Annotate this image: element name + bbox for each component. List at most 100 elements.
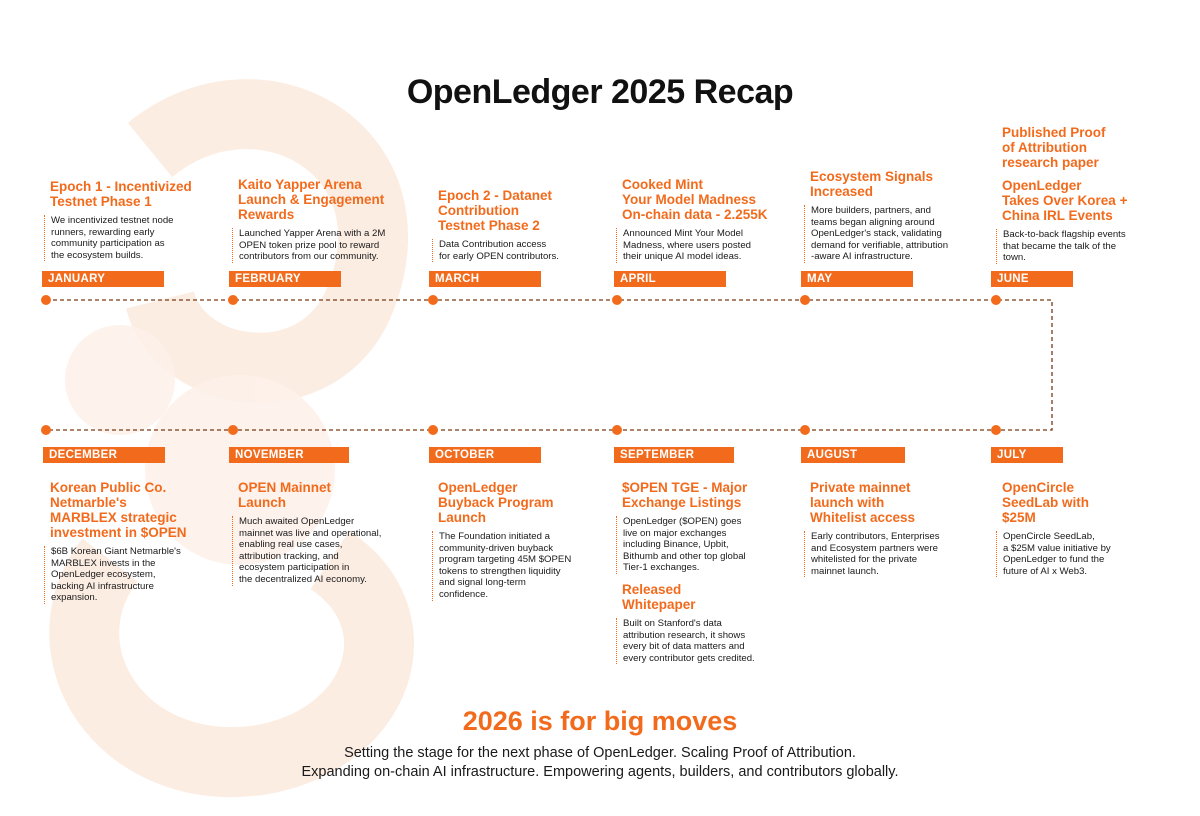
heading-line: Contribution bbox=[438, 203, 519, 218]
timeline-dot bbox=[991, 425, 1001, 435]
heading-line: Whitepaper bbox=[622, 596, 696, 612]
heading-line: OpenLedger bbox=[438, 480, 518, 495]
description-line: The Foundation initiated a bbox=[439, 531, 550, 542]
heading-line: SeedLab with bbox=[1002, 495, 1090, 510]
description-line: runners, rewarding early bbox=[51, 226, 155, 238]
event-heading: $OPEN TGE - Major Exchange Listings bbox=[614, 480, 799, 510]
event-heading: Private mainnet launch with Whitelist ac… bbox=[802, 480, 982, 525]
description-line: OpenLedger ecosystem, bbox=[51, 569, 156, 581]
event-december: Korean Public Co. Netmarble's MARBLEX st… bbox=[42, 480, 222, 604]
heading-line: Cooked Mint bbox=[622, 177, 703, 192]
month-label-june: JUNE bbox=[991, 271, 1073, 287]
description-line: the decentralized AI economy. bbox=[239, 573, 367, 585]
description-line: community-driven buyback bbox=[439, 542, 554, 554]
heading-line: Epoch 2 - Datanet bbox=[438, 188, 553, 203]
description-line: that became the talk of the bbox=[1003, 240, 1117, 252]
description-line: Madness, where users posted bbox=[623, 239, 751, 251]
description-line: Back-to-back flagship events bbox=[1003, 229, 1126, 240]
heading-line: Buyback Program bbox=[438, 495, 554, 510]
heading-line: Kaito Yapper Arena bbox=[238, 177, 362, 192]
month-label-may: MAY bbox=[801, 271, 913, 287]
footer-description: Setting the stage for the next phase of … bbox=[0, 744, 1200, 782]
description-line: MARBLEX invests in the bbox=[51, 557, 156, 569]
heading-line: of Attribution bbox=[1002, 140, 1087, 155]
timeline-dot bbox=[41, 295, 51, 305]
event-description: OpenCircle SeedLab, a $25M value initiat… bbox=[996, 531, 1174, 578]
description-line: and signal long-term bbox=[439, 577, 526, 589]
footer-title: 2026 is for big moves bbox=[462, 706, 738, 736]
event-june: Published Proof of Attribution research … bbox=[994, 125, 1184, 264]
event-july: OpenCircle SeedLab with $25M OpenCircle … bbox=[994, 480, 1174, 578]
event-february: Kaito Yapper Arena Launch & Engagement R… bbox=[230, 177, 415, 263]
event-may: Ecosystem Signals Increased More builder… bbox=[802, 169, 982, 263]
description-line: town. bbox=[1003, 252, 1026, 264]
event-description: The Foundation initiated a community-dri… bbox=[432, 531, 615, 601]
event-heading: OpenLedger Buyback Program Launch bbox=[430, 480, 615, 525]
timeline-dot bbox=[991, 295, 1001, 305]
timeline-dot bbox=[612, 295, 622, 305]
heading-line: Launch & Engagement bbox=[238, 192, 385, 207]
description-line: whitelisted for the private bbox=[811, 554, 918, 566]
event-description: We incentivized testnet node runners, re… bbox=[44, 215, 214, 262]
heading-line: Launch bbox=[238, 495, 287, 510]
event-description-secondary: Built on Stanford's data attribution res… bbox=[616, 617, 799, 665]
event-heading: Ecosystem Signals Increased bbox=[802, 169, 982, 199]
month-label-december: DECEMBER bbox=[43, 447, 165, 463]
description-line: a $25M value initiative by bbox=[1003, 542, 1111, 554]
event-heading-secondary: Released Whitepaper bbox=[614, 582, 799, 612]
event-heading: Korean Public Co. Netmarble's MARBLEX st… bbox=[42, 480, 222, 540]
heading-line: Epoch 1 - Incentivized bbox=[50, 179, 192, 194]
description-line: confidence. bbox=[439, 588, 489, 600]
description-line: We incentivized testnet node bbox=[51, 215, 174, 226]
description-line: OpenLedger to fund the bbox=[1003, 554, 1105, 566]
month-label-august: AUGUST bbox=[801, 447, 905, 463]
heading-line: $25M bbox=[1002, 510, 1036, 525]
timeline-dot bbox=[800, 295, 810, 305]
footer-line: Expanding on-chain AI infrastructure. Em… bbox=[301, 764, 899, 780]
heading-line: OpenLedger bbox=[1002, 178, 1082, 193]
description-line: attribution tracking, and bbox=[239, 550, 339, 562]
event-heading: Epoch 2 - Datanet Contribution Testnet P… bbox=[430, 188, 602, 233]
timeline-dot bbox=[428, 295, 438, 305]
event-october: OpenLedger Buyback Program Launch The Fo… bbox=[430, 480, 615, 601]
description-line: Early contributors, Enterprises bbox=[811, 531, 940, 542]
event-description: Early contributors, Enterprises and Ecos… bbox=[804, 531, 982, 578]
month-label-july: JULY bbox=[991, 447, 1063, 463]
description-line: tokens to strengthen liquidity bbox=[439, 565, 561, 577]
event-description: Announced Mint Your Model Madness, where… bbox=[616, 228, 794, 263]
event-heading: OPEN Mainnet Launch bbox=[230, 480, 420, 510]
description-line: mainnet was live and operational, bbox=[239, 527, 382, 539]
heading-line: Korean Public Co. bbox=[50, 480, 167, 495]
event-november: OPEN Mainnet Launch Much awaited OpenLed… bbox=[230, 480, 420, 586]
month-label-march: MARCH bbox=[429, 271, 541, 287]
description-line: their unique AI model ideas. bbox=[623, 251, 742, 263]
event-heading: Published Proof of Attribution research … bbox=[994, 125, 1184, 170]
timeline-dot bbox=[800, 425, 810, 435]
heading-line: Published Proof bbox=[1002, 125, 1106, 140]
event-september: $OPEN TGE - Major Exchange Listings Open… bbox=[614, 480, 799, 665]
heading-line: OPEN Mainnet bbox=[238, 480, 332, 495]
heading-line: $OPEN TGE - Major bbox=[622, 480, 748, 495]
description-line: program targeting 45M $OPEN bbox=[439, 554, 572, 566]
timeline-dot bbox=[228, 425, 238, 435]
timeline-dot bbox=[228, 295, 238, 305]
timeline-dot bbox=[428, 425, 438, 435]
description-line: Launched Yapper Arena with a 2M bbox=[239, 228, 386, 239]
heading-line: On-chain data - 2.255K bbox=[622, 207, 768, 222]
heading-line: Launch bbox=[438, 510, 487, 525]
month-label-november: NOVEMBER bbox=[229, 447, 349, 463]
description-line: More builders, partners, and bbox=[811, 205, 931, 216]
event-description: OpenLedger ($OPEN) goes live on major ex… bbox=[616, 516, 799, 574]
description-line: expansion. bbox=[51, 592, 98, 604]
description-line: OpenCircle SeedLab, bbox=[1003, 531, 1095, 542]
event-january: Epoch 1 - Incentivized Testnet Phase 1 W… bbox=[42, 179, 214, 262]
description-line: Tier-1 exchanges. bbox=[623, 562, 700, 574]
heading-line: investment in $OPEN bbox=[50, 525, 187, 540]
description-line: backing AI infrastructure bbox=[51, 580, 154, 592]
heading-line: Exchange Listings bbox=[622, 495, 742, 510]
heading-line: MARBLEX strategic bbox=[50, 510, 177, 525]
event-description: Much awaited OpenLedger mainnet was live… bbox=[232, 516, 420, 586]
event-description: Launched Yapper Arena with a 2M OPEN tok… bbox=[232, 228, 415, 263]
event-heading: Kaito Yapper Arena Launch & Engagement R… bbox=[230, 177, 415, 222]
